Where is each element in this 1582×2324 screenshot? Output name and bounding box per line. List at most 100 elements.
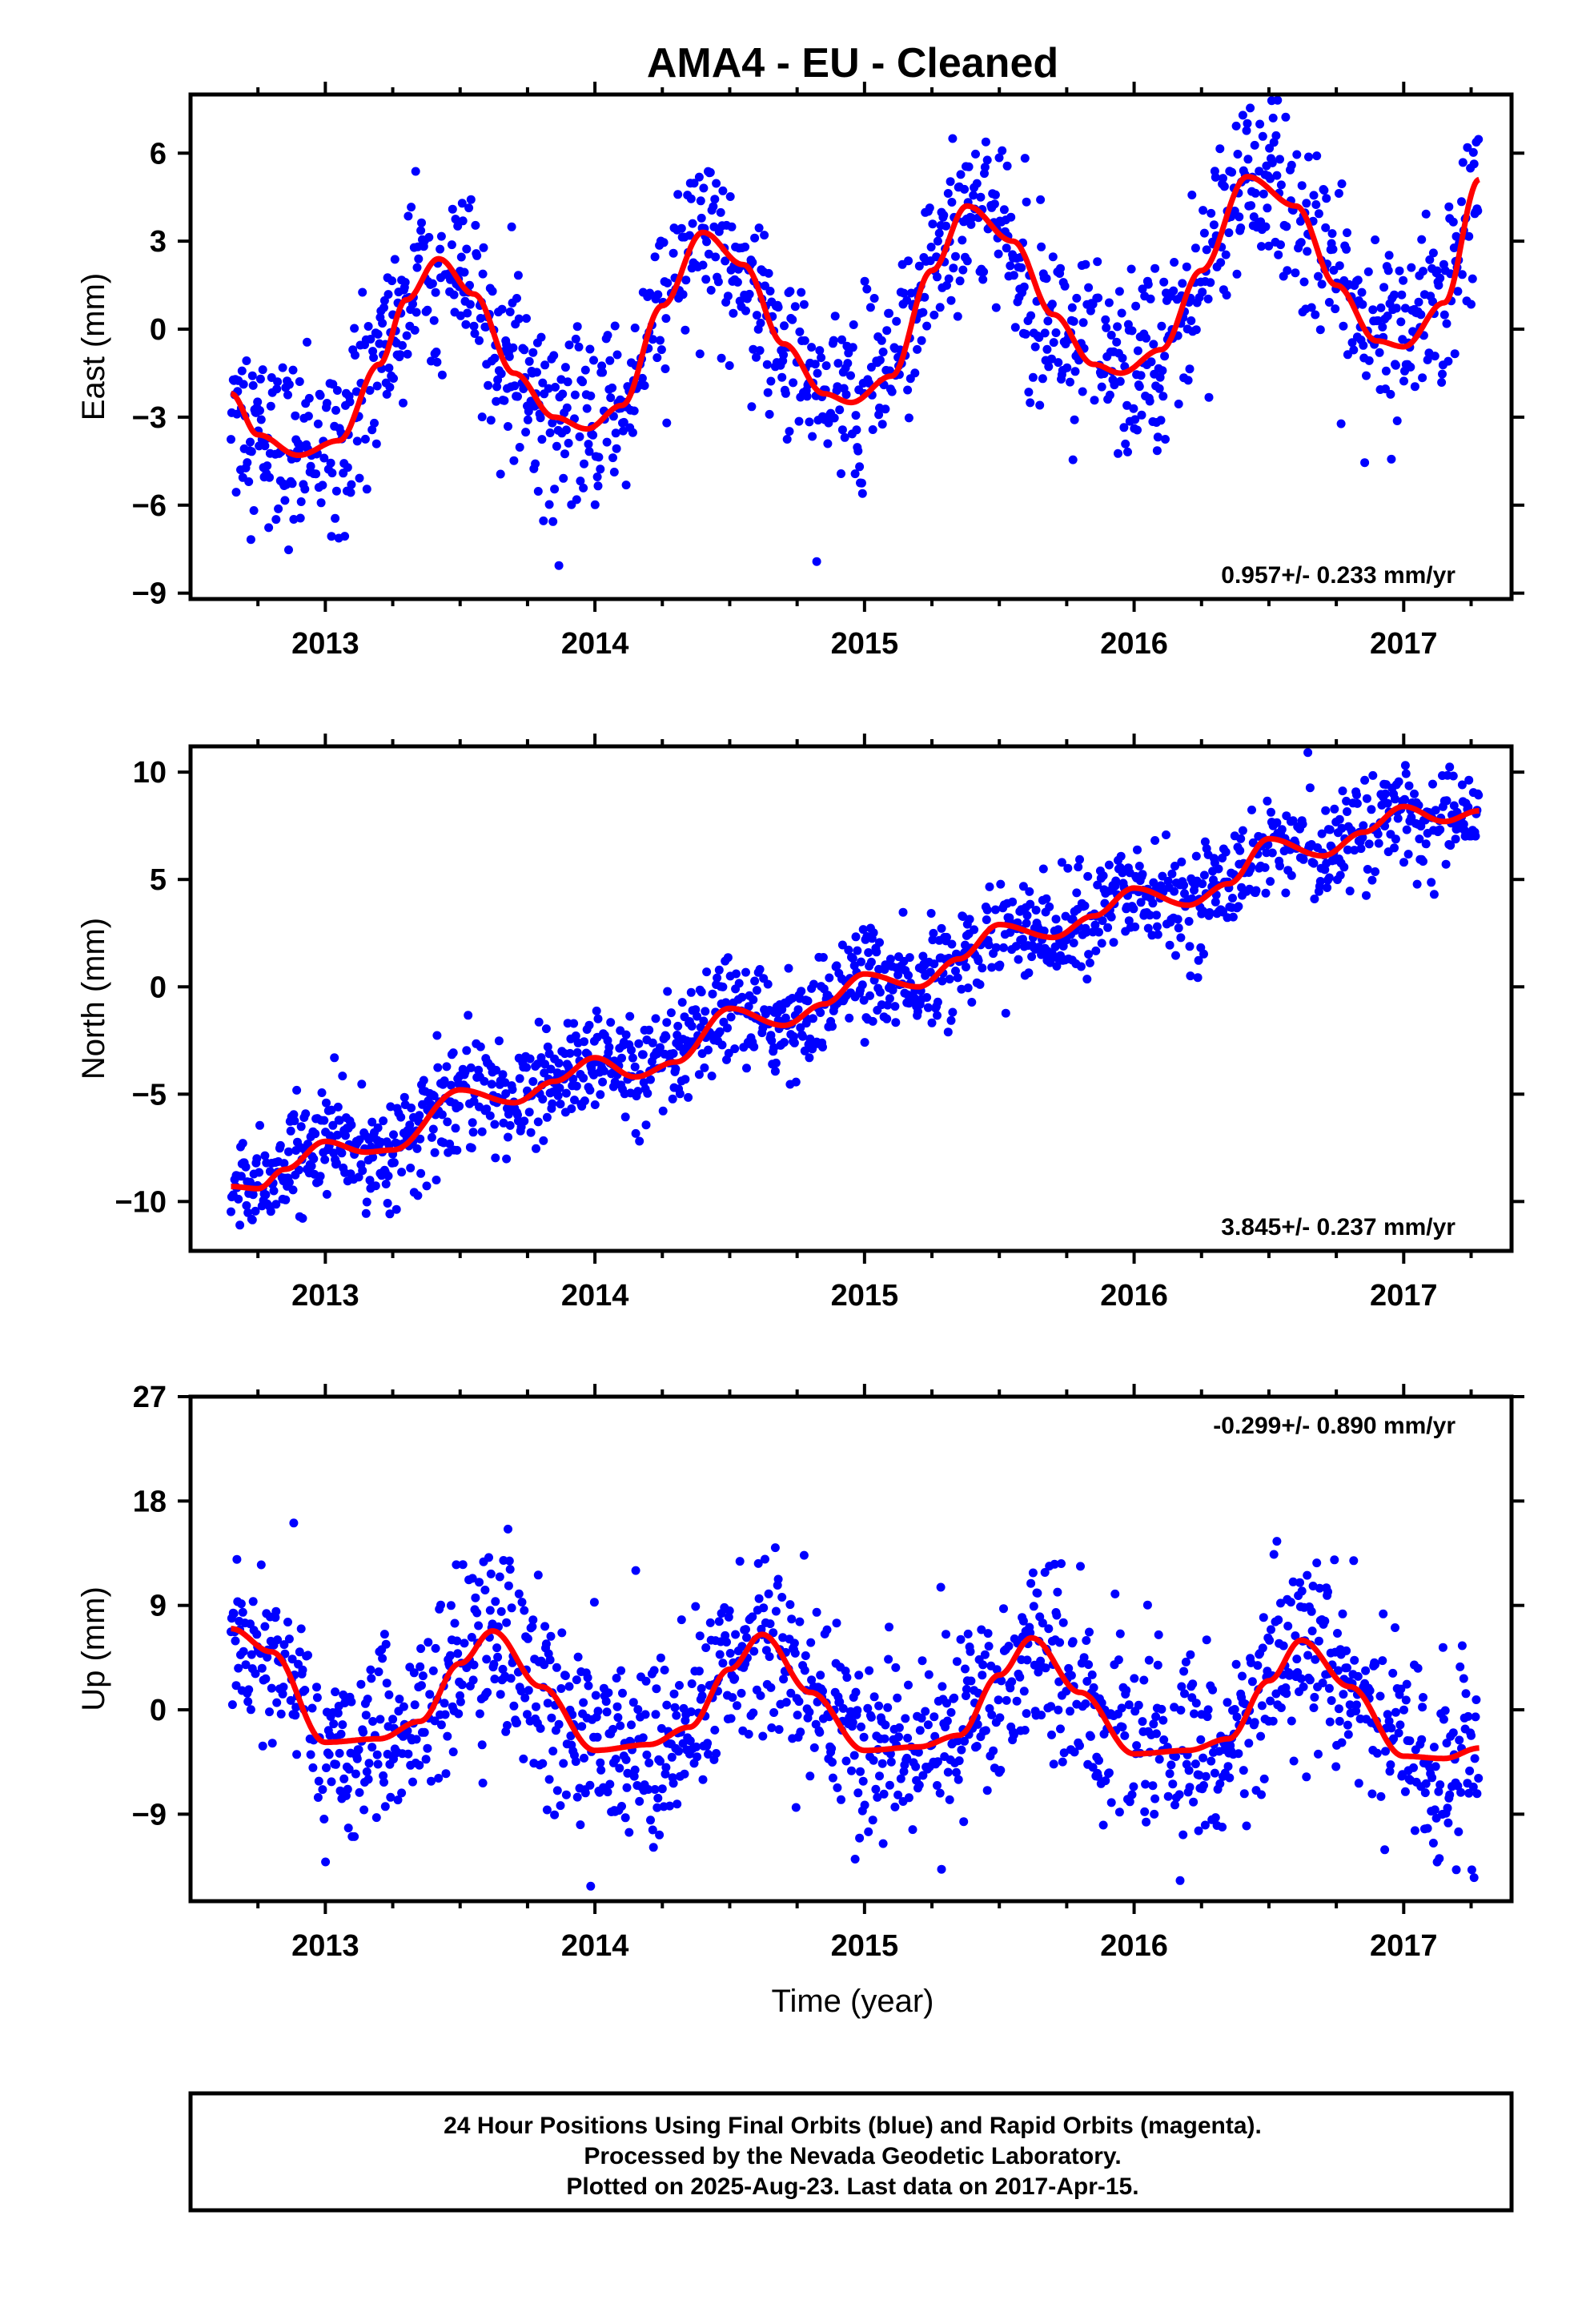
up-point-111 [331,1759,340,1769]
north-point-1364 [1445,762,1455,772]
east-point-631 [797,287,806,297]
north-point-937 [1054,925,1063,935]
up-point-966 [1085,1627,1094,1637]
east-point-634 [799,300,809,309]
east-point-168 [373,329,383,339]
east-point-820 [971,149,980,159]
east-point-592 [760,231,769,240]
east-point-1300 [1418,373,1427,383]
up-point-869 [995,1713,1005,1723]
north-point-1198 [1287,870,1296,880]
east-point-692 [855,462,865,472]
east-point-363 [544,500,554,509]
north-point-653 [789,1038,799,1047]
up-point-1122 [1231,1659,1241,1669]
up-point-158 [371,1813,381,1823]
up-point-703 [847,1766,856,1775]
north-point-361 [540,1059,550,1069]
up-point-484 [657,1784,667,1794]
north-point-502 [661,1032,671,1041]
north-point-674 [809,1014,817,1023]
north-point-310 [494,1036,504,1046]
north-point-359 [539,1136,548,1145]
north-point-1034 [1134,862,1144,870]
east-point-18 [242,356,251,365]
north-point-1365 [1446,841,1456,850]
north-point-1286 [1374,838,1383,848]
up-point-1393 [1472,1695,1481,1704]
up-point-1169 [1274,1615,1283,1625]
up-point-1057 [1175,1876,1185,1885]
up-point-1172 [1276,1703,1286,1712]
east-point-1359 [1473,206,1483,215]
east-point-157 [362,485,371,494]
north-point-186 [386,1102,396,1112]
up-point-1387 [1467,1731,1476,1740]
up-point-325 [520,1693,530,1703]
east-point-350 [532,368,541,377]
east-point-1024 [1159,277,1169,287]
north-point-1264 [1352,790,1361,800]
up-point-692 [837,1795,845,1804]
up-point-262 [468,1574,477,1583]
north-point-370 [548,1099,557,1108]
up-point-1302 [1388,1668,1398,1678]
up-point-928 [1049,1759,1058,1769]
north-point-322 [504,1109,513,1119]
up-point-984 [1098,1820,1108,1830]
up-point-506 [675,1681,684,1690]
east-point-425 [603,331,612,340]
east-point-361 [540,360,550,370]
east-point-873 [1019,282,1029,292]
north-point-348 [528,1077,538,1086]
up-point-1136 [1244,1739,1254,1748]
east-point-36 [255,374,265,384]
up-point-314 [509,1701,519,1711]
east-point-652 [817,353,826,363]
east-point-477 [652,353,662,363]
north-point-1140 [1228,912,1238,922]
up-point-771 [908,1825,917,1835]
up-point-16 [238,1607,247,1617]
east-point-902 [1047,354,1056,364]
east-point-899 [1044,362,1054,372]
up-point-97 [319,1815,329,1823]
up-point-1063 [1180,1689,1189,1699]
up-point-163 [375,1715,385,1724]
north-point-1252 [1339,862,1349,872]
north-point-1269 [1356,844,1366,854]
east-point-898 [1043,316,1053,326]
north-point-292 [477,1127,487,1136]
up-point-925 [1047,1730,1056,1739]
up-point-609 [764,1589,773,1598]
up-point-348 [540,1622,550,1631]
north-point-578 [723,953,733,963]
north-point-161 [365,1176,375,1185]
up-point-88 [307,1703,317,1713]
north-point-379 [555,1084,564,1093]
east-point-47 [265,472,274,482]
north-point-281 [467,1144,476,1152]
up-point-1327 [1413,1663,1423,1673]
up-point-418 [602,1707,612,1717]
up-point-271 [475,1709,484,1719]
up-point-443 [622,1783,632,1792]
up-point-371 [560,1671,570,1680]
east-point-158 [363,322,373,331]
up-point-584 [741,1625,750,1634]
east-point-53 [271,515,281,525]
up-point-141 [356,1679,366,1689]
north-point-461 [621,1030,631,1039]
east-point-551 [725,361,734,370]
east-point-1018 [1154,384,1164,393]
up-point-412 [596,1758,605,1767]
north-point-1275 [1362,794,1371,803]
up-point-1053 [1170,1800,1179,1810]
east-point-424 [602,437,612,447]
east-point-537 [711,252,721,262]
up-point-521 [687,1679,697,1688]
up-point-202 [409,1668,419,1678]
up-point-188 [397,1788,407,1798]
up-point-728 [869,1755,878,1765]
east-point-371 [552,441,561,451]
